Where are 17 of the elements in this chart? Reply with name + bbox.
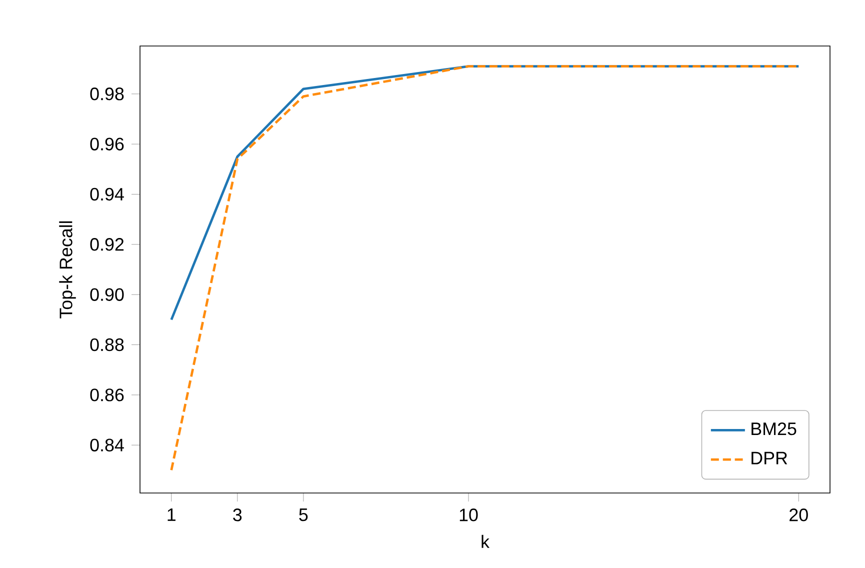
y-tick-label: 0.88 — [90, 338, 124, 352]
y-tick-label: 0.96 — [90, 138, 124, 150]
x-tick-label: 10 — [460, 508, 478, 522]
y-axis-title: Top-k Recall — [59, 221, 76, 318]
y-tick-label: 0.86 — [90, 388, 124, 402]
x-axis-title: k — [482, 534, 490, 548]
legend-label: DPR — [752, 452, 788, 464]
y-tick-label: 0.84 — [90, 438, 124, 452]
x-tick-label: 3 — [233, 508, 242, 522]
y-tick-label: 0.98 — [90, 88, 124, 100]
y-tick-label: 0.94 — [90, 188, 124, 201]
x-tick-label: 5 — [299, 508, 308, 522]
x-tick-label: 1 — [168, 508, 176, 521]
y-tick-label: 0.90 — [90, 288, 124, 301]
y-tick-label: 0.92 — [90, 238, 124, 251]
legend-label: BM25 — [752, 422, 796, 436]
x-tick-label: 20 — [790, 508, 808, 522]
